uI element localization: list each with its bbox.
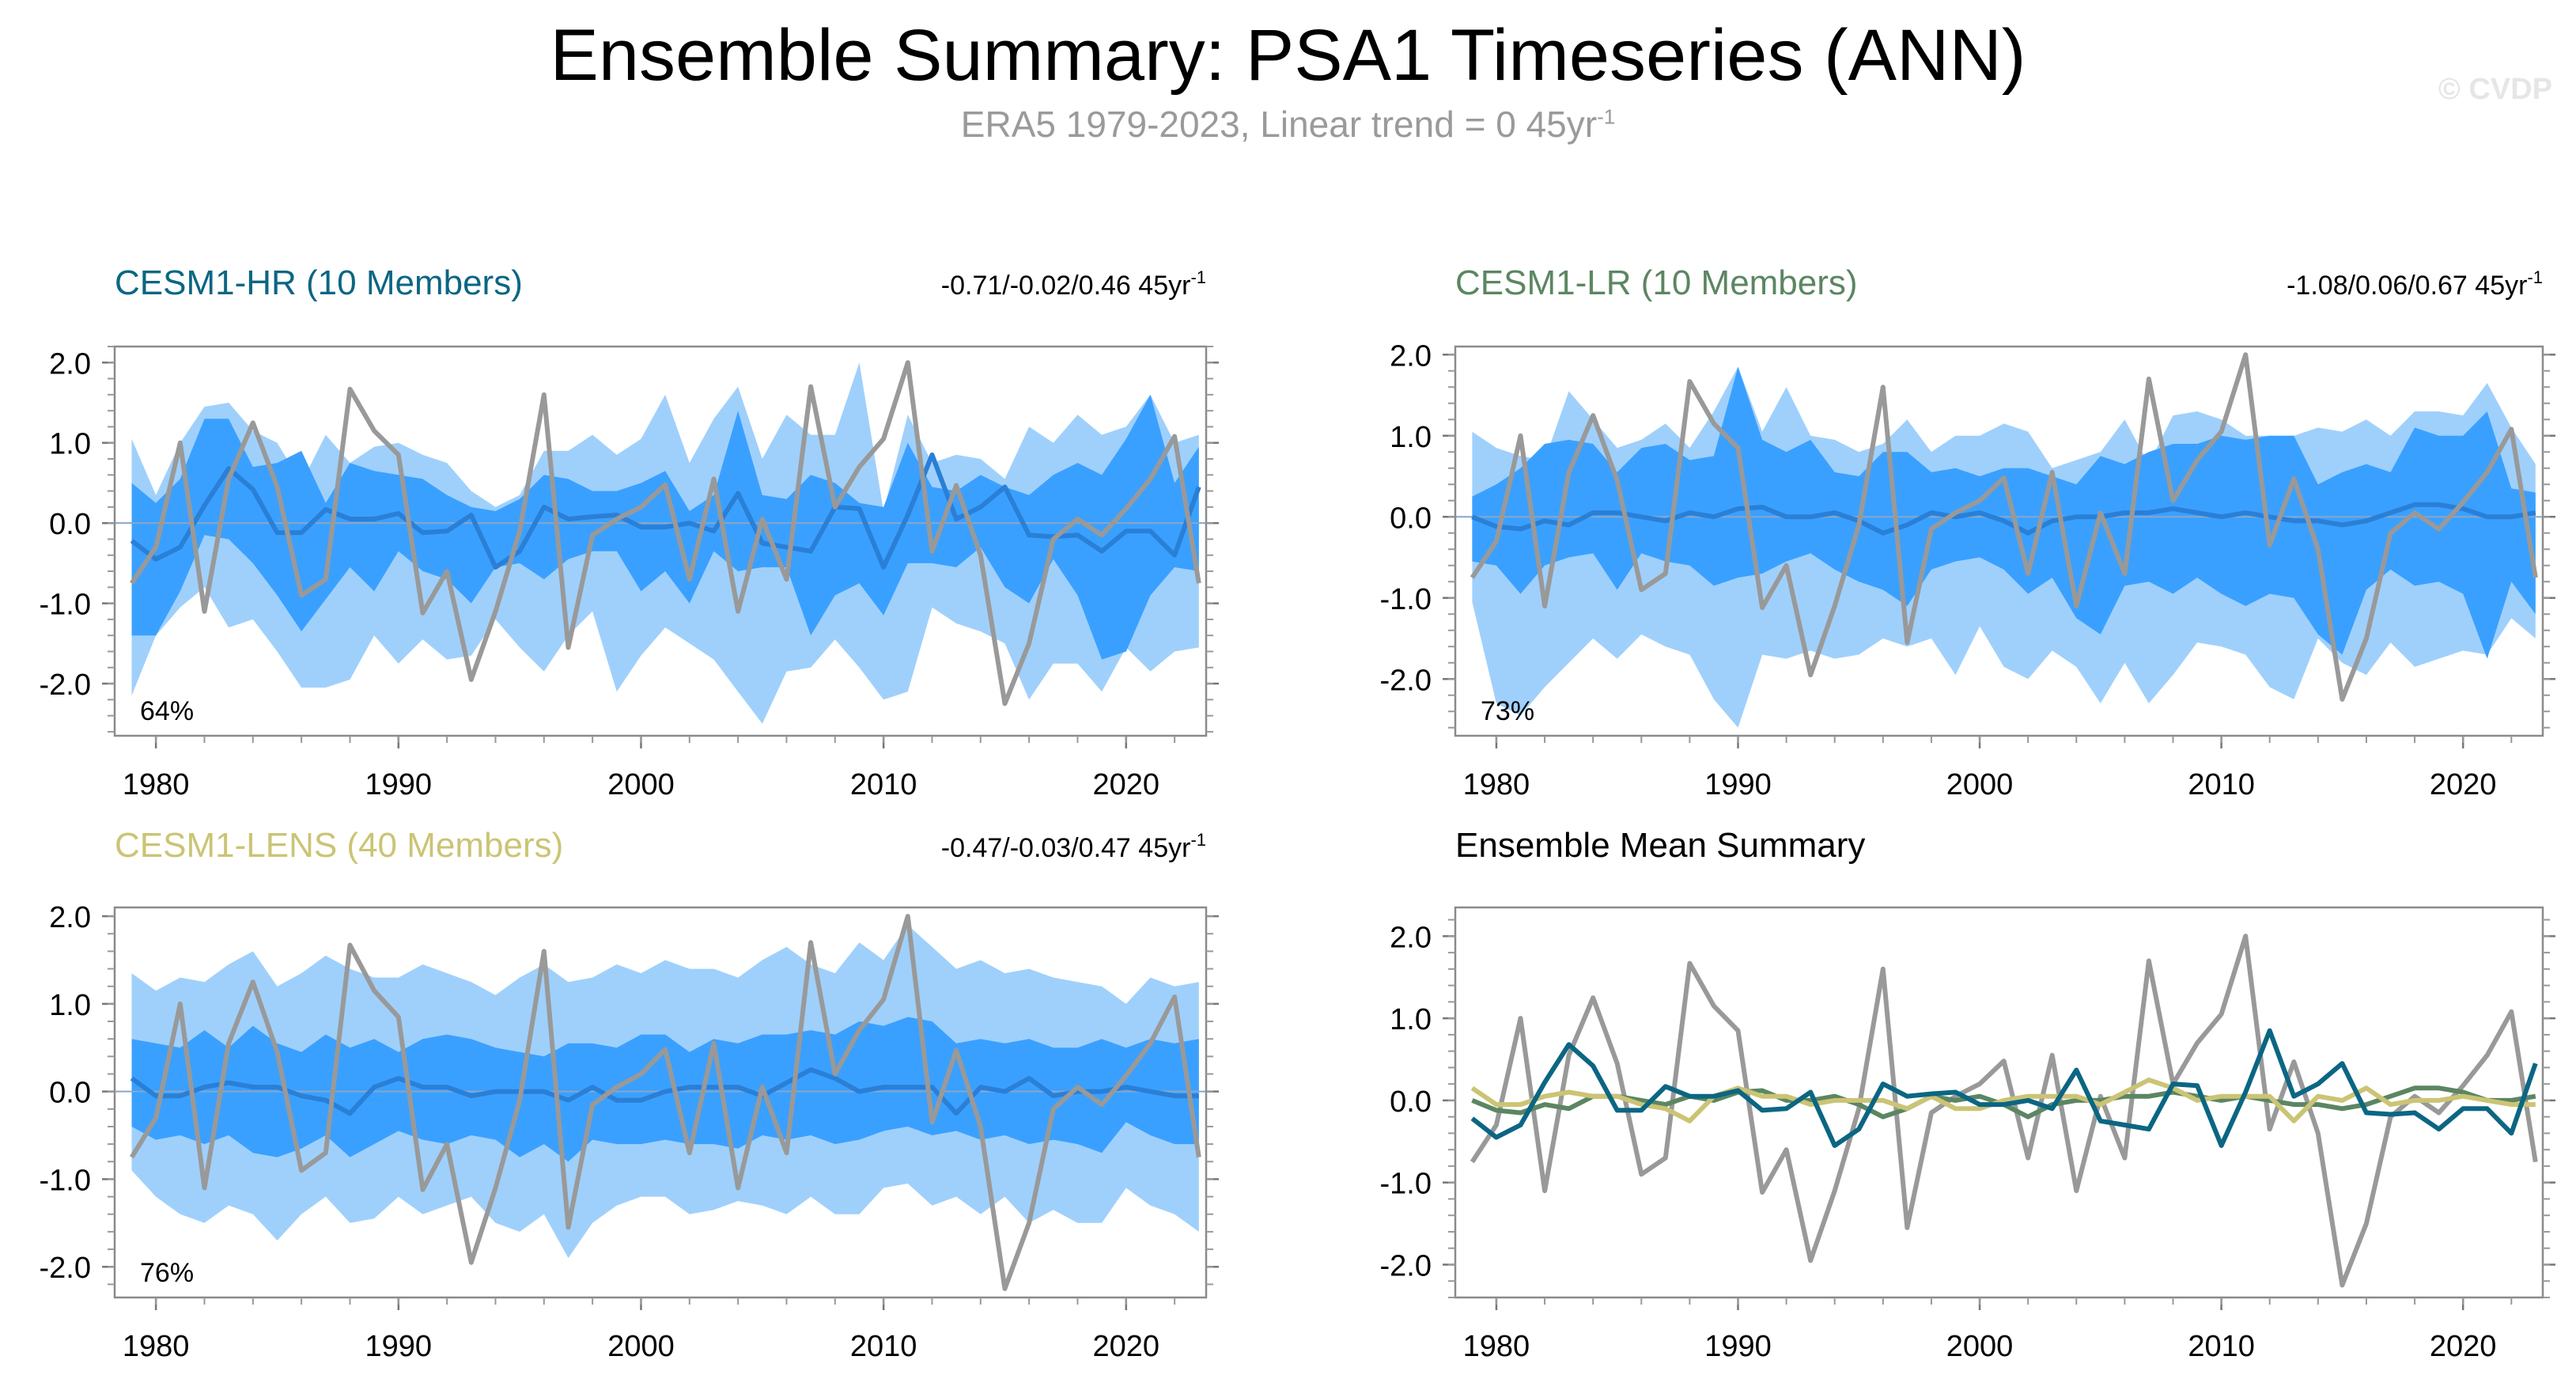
percent-label: 64% bbox=[140, 696, 194, 726]
plot-area-hr bbox=[115, 360, 1206, 724]
x-tick-label: 2010 bbox=[850, 768, 917, 801]
x-tick-label: 2020 bbox=[1093, 768, 1160, 801]
x-tick-label: 1980 bbox=[1463, 768, 1530, 801]
x-tick-label: 2000 bbox=[1946, 1330, 2014, 1363]
panel-lr: 2.0 1.0 0.0 -1.0 -2.0 1980 1990 2000 2010 2020 CES… bbox=[1380, 263, 2555, 801]
y-tick-label: -2.0 bbox=[40, 669, 91, 702]
plot-area-lens bbox=[115, 914, 1206, 1291]
x-tick-label: 2000 bbox=[607, 768, 675, 801]
y-tick-label: -1.0 bbox=[40, 589, 91, 622]
series-line-3 bbox=[1470, 1028, 2538, 1148]
y-tick-label: 0.0 bbox=[49, 508, 91, 541]
x-tick-label: 2000 bbox=[1946, 768, 2014, 801]
plot-frame bbox=[113, 906, 1208, 1299]
x-tick-label: 2010 bbox=[850, 1330, 917, 1363]
x-tick-label: 1990 bbox=[365, 1330, 433, 1363]
x-tick-label: 2010 bbox=[2188, 1330, 2255, 1363]
subtitle-exponent: -1 bbox=[1597, 104, 1616, 129]
panel-title: Ensemble Mean Summary bbox=[1455, 826, 1865, 865]
y-tick-label: -1.0 bbox=[1380, 583, 1432, 616]
x-tick-label: 2020 bbox=[1093, 1330, 1160, 1363]
ensemble-mean-line bbox=[1471, 502, 2536, 536]
panel-title: CESM1-HR (10 Members) bbox=[115, 263, 523, 302]
subtitle: ERA5 1979-2023, Linear trend = 0 45yr-1 bbox=[0, 103, 2576, 146]
plot-frame bbox=[1454, 345, 2544, 737]
y-tick-label: 1.0 bbox=[49, 428, 91, 461]
x-tick-label: 2010 bbox=[2188, 768, 2255, 801]
y-tick-label: -2.0 bbox=[1380, 1249, 1432, 1282]
y-tick-label: 2.0 bbox=[1390, 339, 1432, 373]
x-tick-label: 1980 bbox=[123, 768, 190, 801]
y-tick-label: 1.0 bbox=[1390, 421, 1432, 454]
observed-line bbox=[1470, 352, 2538, 702]
panel-lens: 2.0 1.0 0.0 -1.0 -2.0 1980 1990 2000 2010 2020 CES… bbox=[40, 826, 1219, 1363]
x-tick-label: 1990 bbox=[1704, 768, 1772, 801]
series-line-0 bbox=[1470, 934, 2538, 1288]
x-tick-label: 1990 bbox=[365, 768, 433, 801]
x-tick-label: 1980 bbox=[1463, 1330, 1530, 1363]
x-tick-label: 2000 bbox=[607, 1330, 675, 1363]
subtitle-text: ERA5 1979-2023, Linear trend = 0 45yr bbox=[960, 104, 1598, 145]
ensemble-mean-line bbox=[130, 452, 1201, 570]
plot-frame bbox=[1454, 906, 2544, 1299]
panel-summary: 2.0 1.0 0.0 -1.0 -2.0 1980 1990 2000 2010 2020 Ens… bbox=[1380, 826, 2555, 1363]
y-tick-label: 0.0 bbox=[1390, 1085, 1432, 1119]
panel-title: CESM1-LR (10 Members) bbox=[1455, 263, 1858, 302]
y-tick-label: -2.0 bbox=[40, 1252, 91, 1285]
y-tick-label: -2.0 bbox=[1380, 664, 1432, 697]
percent-label: 73% bbox=[1481, 696, 1534, 726]
percent-label: 76% bbox=[140, 1258, 194, 1288]
y-tick-label: 2.0 bbox=[1390, 921, 1432, 954]
ensemble-mean-line bbox=[130, 1067, 1199, 1116]
panel-hr: 2.0 1.0 0.0 -1.0 -2.0 1980 1990 2000 2010 2020 CES… bbox=[40, 263, 1219, 801]
y-tick-label: 2.0 bbox=[49, 347, 91, 381]
x-tick-label: 1980 bbox=[123, 1330, 190, 1363]
observed-line bbox=[129, 914, 1201, 1291]
y-tick-label: -1.0 bbox=[40, 1164, 91, 1197]
trend-label: -0.71/-0.02/0.46 45yr-1 bbox=[941, 267, 1206, 301]
watermark: © CVDP bbox=[2438, 73, 2552, 106]
y-tick-label: 0.0 bbox=[1390, 502, 1432, 535]
x-tick-label: 2020 bbox=[2430, 1330, 2497, 1363]
trend-label: -1.08/0.06/0.67 45yr-1 bbox=[2287, 267, 2543, 301]
y-tick-label: 1.0 bbox=[1390, 1003, 1432, 1036]
observed-line bbox=[130, 360, 1201, 706]
main-title: Ensemble Summary: PSA1 Timeseries (ANN) bbox=[550, 15, 2026, 96]
plot-area-summary bbox=[1470, 934, 2538, 1288]
y-tick-label: 1.0 bbox=[49, 989, 91, 1022]
y-tick-label: -1.0 bbox=[1380, 1168, 1432, 1201]
plot-frame bbox=[113, 345, 1208, 737]
y-tick-label: 2.0 bbox=[49, 901, 91, 934]
trend-label: -0.47/-0.03/0.47 45yr-1 bbox=[941, 830, 1206, 863]
panel-title: CESM1-LENS (40 Members) bbox=[115, 826, 563, 865]
y-tick-label: 0.0 bbox=[49, 1077, 91, 1110]
x-tick-label: 2020 bbox=[2430, 768, 2497, 801]
plot-area-lr bbox=[1455, 352, 2543, 728]
inner-range-band bbox=[1472, 366, 2536, 659]
x-tick-label: 1990 bbox=[1704, 1330, 1772, 1363]
